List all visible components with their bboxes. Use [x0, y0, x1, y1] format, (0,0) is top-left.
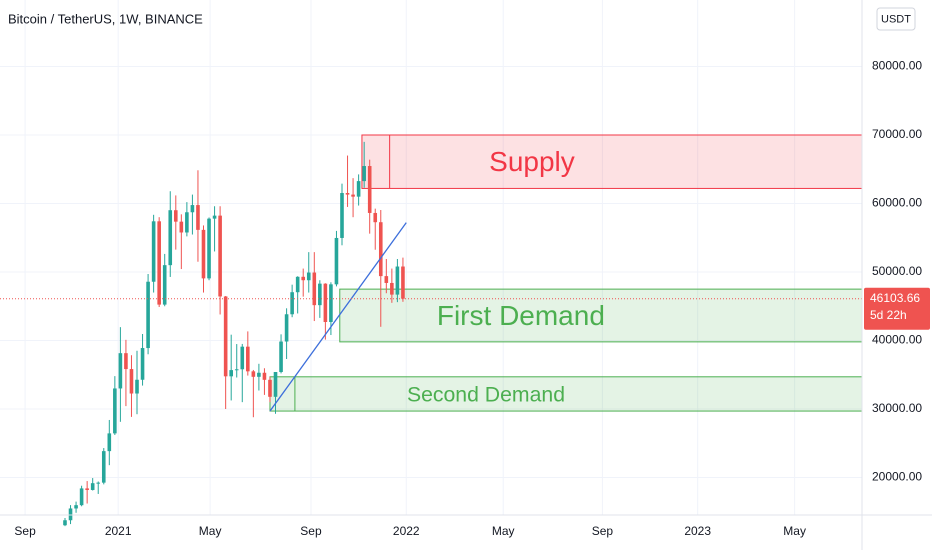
x-tick-label: May	[783, 524, 806, 538]
currency-button[interactable]	[876, 7, 916, 31]
candle-body	[96, 482, 101, 484]
candle-body	[207, 218, 211, 279]
y-tick-label: 60000.00	[872, 196, 922, 210]
candle-body	[185, 212, 189, 233]
candle-body	[257, 372, 261, 377]
y-tick-label: 30000.00	[872, 401, 922, 415]
candle-body	[240, 346, 245, 370]
candle-body	[68, 508, 73, 521]
x-tick-label: Sep	[592, 524, 614, 538]
candle-body	[74, 505, 78, 509]
x-tick-label: Sep	[300, 524, 322, 538]
candle-body	[367, 166, 372, 213]
zone-label: Supply	[489, 146, 575, 177]
candle-body	[301, 276, 306, 281]
candle-body	[395, 266, 400, 295]
overlay	[0, 222, 862, 412]
candle-body	[168, 210, 173, 266]
candle-body	[101, 451, 106, 483]
currency-label[interactable]: USDT	[881, 13, 911, 25]
candle-body	[312, 272, 317, 306]
zones: Supply First Demand Second Demand	[269, 134, 863, 412]
candles	[63, 141, 405, 527]
candle-body	[179, 221, 184, 233]
candle-body	[201, 229, 206, 279]
candle-body	[85, 488, 89, 490]
candle-body	[162, 265, 167, 305]
candle-body	[279, 341, 283, 373]
candle-body	[196, 205, 200, 230]
price-badge	[864, 287, 930, 330]
y-tick-label: 80000.00	[872, 59, 922, 73]
candle-body	[345, 193, 350, 195]
candle-body	[146, 281, 150, 349]
candle-body	[140, 348, 145, 380]
x-tick-label: 2021	[105, 524, 132, 538]
candle-body	[273, 372, 278, 397]
candle-body	[223, 296, 228, 377]
x-tick-label: 2023	[684, 524, 711, 538]
candle-body	[351, 194, 355, 197]
y-tick-label: 40000.00	[872, 333, 922, 347]
zone-label: Second Demand	[407, 384, 565, 407]
candle-body	[124, 353, 128, 370]
candle-body	[334, 237, 339, 285]
chart-title: Bitcoin / TetherUS, 1W, BINANCE	[8, 11, 203, 26]
x-tick-label: Sep	[14, 524, 36, 538]
candle-body	[246, 346, 250, 372]
candle-body	[251, 371, 256, 377]
candle-body	[262, 372, 267, 380]
candle-body	[151, 221, 156, 282]
candle-body	[306, 272, 311, 281]
x-tick-label: May	[492, 524, 515, 538]
zone	[269, 376, 863, 412]
candle-body	[113, 388, 117, 434]
candle-body	[284, 314, 289, 342]
candle-body	[378, 222, 383, 277]
candle-body	[63, 520, 67, 526]
zone	[361, 134, 863, 189]
candle-body	[318, 283, 322, 306]
candle-body	[190, 205, 195, 213]
trend-line	[269, 222, 407, 412]
axes: 20000.00 30000.00 40000.00 50000.00 60000.00…	[14, 59, 930, 538]
x-tick-label: 2022	[393, 524, 420, 538]
candle-body	[135, 379, 139, 394]
candle-body	[234, 369, 239, 371]
candle-body	[323, 283, 328, 323]
countdown-label: 5d 22h	[870, 308, 907, 322]
zone	[339, 288, 863, 343]
candle-body	[118, 353, 123, 389]
x-tick-label: May	[199, 524, 222, 538]
candle-body	[212, 215, 217, 219]
candle-body	[362, 166, 366, 182]
candle-body	[268, 379, 272, 397]
y-tick-label: 20000.00	[872, 470, 922, 484]
candle-body	[218, 215, 222, 297]
candle-body	[290, 292, 294, 315]
candle-body	[129, 369, 134, 394]
candle-body	[157, 221, 161, 305]
candle-body	[295, 276, 300, 293]
y-tick-label: 70000.00	[872, 127, 922, 141]
candle-body	[340, 193, 344, 238]
zone-label: First Demand	[437, 300, 605, 331]
candle-body	[107, 433, 112, 452]
candle-body	[401, 266, 405, 299]
candle-body	[373, 212, 378, 223]
candle-body	[390, 282, 394, 295]
candle-body	[79, 488, 84, 506]
candle-body	[173, 210, 178, 222]
candle-body	[329, 284, 333, 323]
candle-body	[356, 181, 361, 197]
candle-body	[384, 276, 389, 283]
y-tick-label: 50000.00	[872, 264, 922, 278]
price-label: 46103.66	[870, 291, 920, 305]
candle-body	[90, 483, 95, 490]
candle-body	[229, 370, 233, 377]
